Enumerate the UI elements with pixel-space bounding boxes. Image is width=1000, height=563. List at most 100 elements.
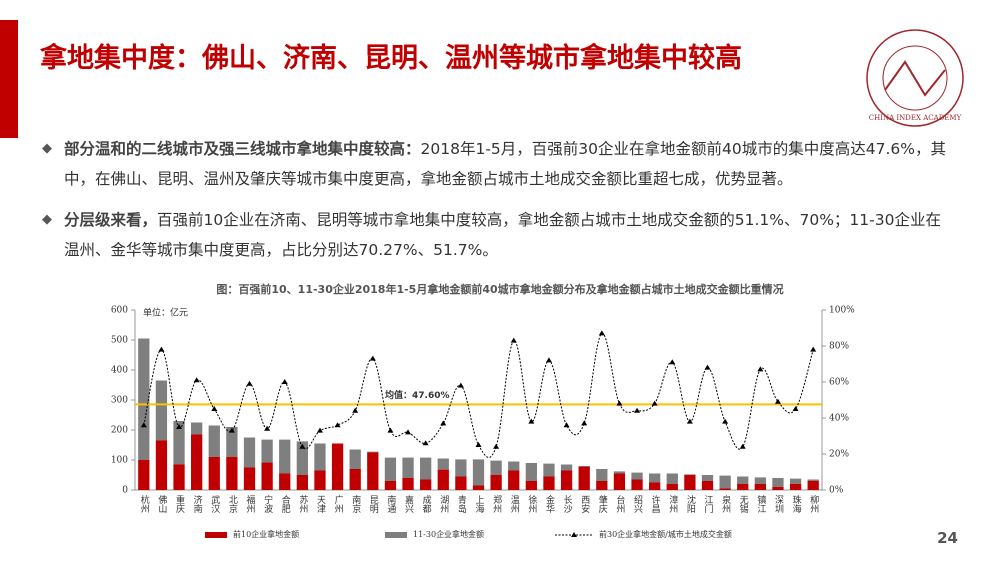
y2-tick-label: 0%	[829, 486, 844, 496]
x-tick-label: 济南	[192, 494, 203, 513]
y-tick-label: 100	[111, 456, 128, 466]
y-tick-label: 200	[111, 426, 128, 436]
y2-tick-label: 20%	[829, 450, 849, 460]
x-tick-label: 台州	[614, 494, 625, 513]
bar	[455, 476, 467, 490]
legend-swatch	[385, 532, 407, 538]
marker	[369, 355, 376, 361]
legend-label: 前10企业拿地金额	[233, 529, 299, 539]
marker	[334, 422, 341, 428]
bar	[789, 478, 802, 484]
bar	[772, 487, 784, 490]
bar	[649, 482, 661, 490]
x-tick-label: 泉州	[720, 494, 731, 513]
x-tick-label: 镇江	[755, 494, 766, 514]
bar	[772, 478, 784, 487]
marker	[704, 364, 711, 370]
marker	[299, 443, 306, 449]
bar	[261, 439, 273, 463]
bar	[349, 449, 361, 469]
legend-label: 前30企业拿地金额/城市土地成交金额	[599, 529, 732, 539]
x-tick-label: 肇庆	[597, 494, 608, 514]
marker	[387, 427, 394, 433]
bar	[261, 462, 273, 490]
bar	[807, 481, 819, 490]
x-tick-label: 广州	[333, 494, 344, 513]
x-tick-label: 天津	[315, 495, 326, 514]
bar	[807, 479, 819, 481]
bar	[420, 479, 432, 490]
bar	[314, 443, 326, 471]
marker	[634, 407, 641, 413]
marker	[774, 398, 781, 404]
x-tick-label: 成都	[421, 494, 432, 514]
x-tick-label: 嘉兴	[403, 494, 414, 514]
marker	[193, 377, 200, 383]
marker	[722, 418, 729, 424]
marker	[281, 379, 288, 384]
bar	[349, 469, 361, 490]
y-tick-label: 500	[111, 336, 128, 346]
marker	[616, 400, 623, 406]
bar	[754, 477, 766, 484]
bar	[173, 464, 185, 490]
marker	[211, 406, 218, 411]
bar	[525, 481, 537, 490]
bullet: ◆ 部分温和的二线城市及强三线城市拿地集中度较高：2018年1-5月，百强前30企…	[42, 140, 946, 188]
marker	[493, 443, 500, 449]
bar	[684, 475, 696, 490]
bar	[138, 460, 150, 490]
bullet-text: 2018年1-5月，百强前30企业在拿地金额前40城市的集中度高达47.6%，其…	[64, 140, 946, 188]
x-tick-label: 漳州	[667, 494, 678, 513]
bar	[701, 475, 714, 481]
bar	[455, 459, 467, 477]
mean-label: 均值：47.60%	[385, 389, 450, 401]
marker	[545, 357, 552, 363]
bar	[789, 484, 802, 490]
marker	[739, 443, 746, 449]
marker	[563, 422, 570, 428]
marker	[457, 382, 464, 388]
y-unit: 单位：亿元	[143, 307, 188, 319]
marker	[510, 337, 517, 343]
marker	[686, 418, 693, 424]
slide-title: 拿地集中度：佛山、济南、昆明、温州等城市拿地集中较高	[40, 43, 742, 74]
bar	[367, 451, 379, 453]
x-tick-label: 江门	[703, 495, 714, 514]
x-tick-label: 温州	[509, 495, 520, 513]
bar	[578, 466, 590, 490]
bar	[543, 463, 555, 477]
bar	[684, 474, 696, 475]
bar	[560, 470, 573, 490]
bar	[613, 471, 626, 474]
bar	[138, 338, 150, 460]
bar	[560, 464, 573, 471]
bullet-bold: 部分温和的二线城市及强三线城市拿地集中度较高：	[64, 140, 421, 158]
x-tick-label: 佛山	[156, 494, 167, 513]
bar	[578, 466, 590, 467]
bar	[155, 440, 168, 490]
legend-swatch	[205, 532, 227, 538]
bar	[508, 470, 520, 490]
x-tick-label: 宁波	[262, 494, 273, 514]
bar	[754, 484, 766, 490]
bar	[384, 481, 397, 490]
x-tick-label: 昆明	[368, 495, 379, 514]
marker	[757, 366, 764, 372]
marker	[316, 427, 323, 433]
bar	[737, 484, 749, 490]
marker	[228, 427, 235, 433]
y-tick-label: 0	[122, 486, 128, 496]
legend-marker	[571, 532, 577, 537]
marker	[176, 424, 183, 429]
bar	[191, 434, 203, 490]
x-tick-label: 深圳	[773, 495, 784, 513]
x-tick-label: 合肥	[280, 494, 291, 514]
bar	[279, 473, 291, 490]
x-tick-label: 绍兴	[632, 494, 643, 514]
bar	[314, 470, 326, 490]
page-number: 24	[937, 529, 958, 547]
bar	[384, 457, 397, 481]
marker	[669, 359, 676, 365]
